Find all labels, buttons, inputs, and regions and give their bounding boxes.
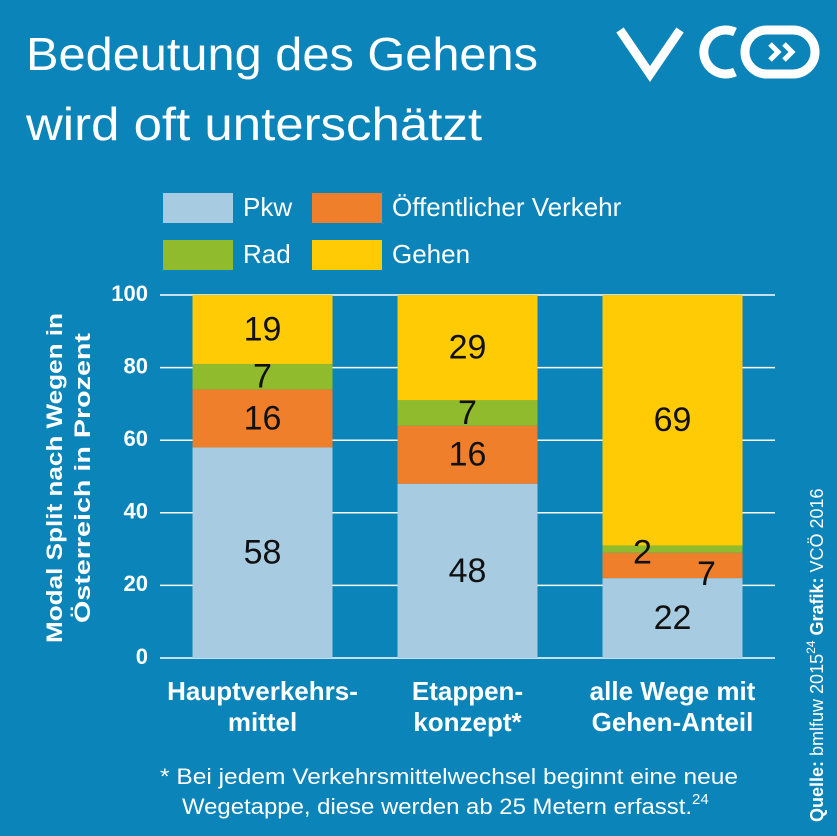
value-label: 7 [697,555,716,593]
value-label: 22 [654,599,692,637]
value-label: 7 [253,358,272,396]
bar-segment [602,545,743,553]
value-label: 19 [244,310,282,348]
y-tick-label: 20 [124,571,148,596]
x-tick-label: Hauptverkehrs- [167,676,358,706]
value-label: 2 [633,534,652,572]
bar-segment [192,389,333,448]
legend-swatch [312,240,382,270]
bar-segment [397,400,538,426]
x-tick-label: mittel [228,707,297,737]
chart-title: Bedeutung des Gehens [26,28,538,80]
x-tick-label: alle Wege mit [590,676,756,706]
footnote: Wegetappe, diese werden ab 25 Metern erf… [182,791,709,819]
source: Quelle: bmlfuw 201524 Grafik: VCÖ 2016 [804,488,827,822]
footnote-ref: 24 [692,791,709,808]
bar-segment [192,295,333,364]
source-label: Quelle: [807,761,827,822]
legend-label: Pkw [243,192,292,222]
y-axis-title: Modal Split nach Wegen in Österreich in … [42,313,95,643]
legend-swatch [163,240,233,270]
y-tick-label: 100 [111,281,148,306]
bar-segment [602,295,743,546]
value-label: 16 [244,399,282,437]
chart-title: wird oft unterschätzt [25,98,482,150]
value-label: 69 [654,401,692,439]
legend-swatch [312,193,382,223]
bar-segment [397,425,538,484]
value-label: 16 [449,436,487,474]
value-label: 58 [244,534,282,572]
legend-label: Gehen [392,239,470,269]
y-tick-label: 60 [124,426,148,451]
bar-segment [192,447,333,658]
bar-segment [397,483,538,658]
legend-swatch [163,193,233,223]
y-axis-label: Österreich in Prozent [70,332,95,623]
footnote-text: Wegetappe, diese werden ab 25 Metern erf… [182,794,692,819]
credit-label: Grafik: [807,578,827,636]
legend-label: Rad [243,239,291,269]
value-label: 29 [449,329,487,367]
source-text: bmlfuw 2015 [807,654,827,756]
credit: VCÖ 2016 [807,488,827,572]
x-tick-label: Etappen- [412,676,523,706]
bar-segment [192,363,333,390]
footnote: * Bei jedem Verkehrsmittelwechsel beginn… [160,764,738,789]
logo [616,25,820,82]
value-label: 48 [449,552,487,590]
y-axis-label: Modal Split nach Wegen in [42,313,67,643]
bar-segment [397,295,538,401]
x-tick-label: Gehen-Anteil [592,707,754,737]
y-tick-label: 40 [124,499,148,524]
bar-segment [602,578,743,658]
x-tick-label: konzept* [413,707,522,737]
source-ref: 24 [804,640,818,654]
bar-segment [602,552,743,579]
y-tick-label: 80 [124,353,148,378]
legend-label: Öffentlicher Verkehr [392,192,622,222]
y-tick-label: 0 [136,644,148,669]
value-label: 7 [458,394,477,432]
